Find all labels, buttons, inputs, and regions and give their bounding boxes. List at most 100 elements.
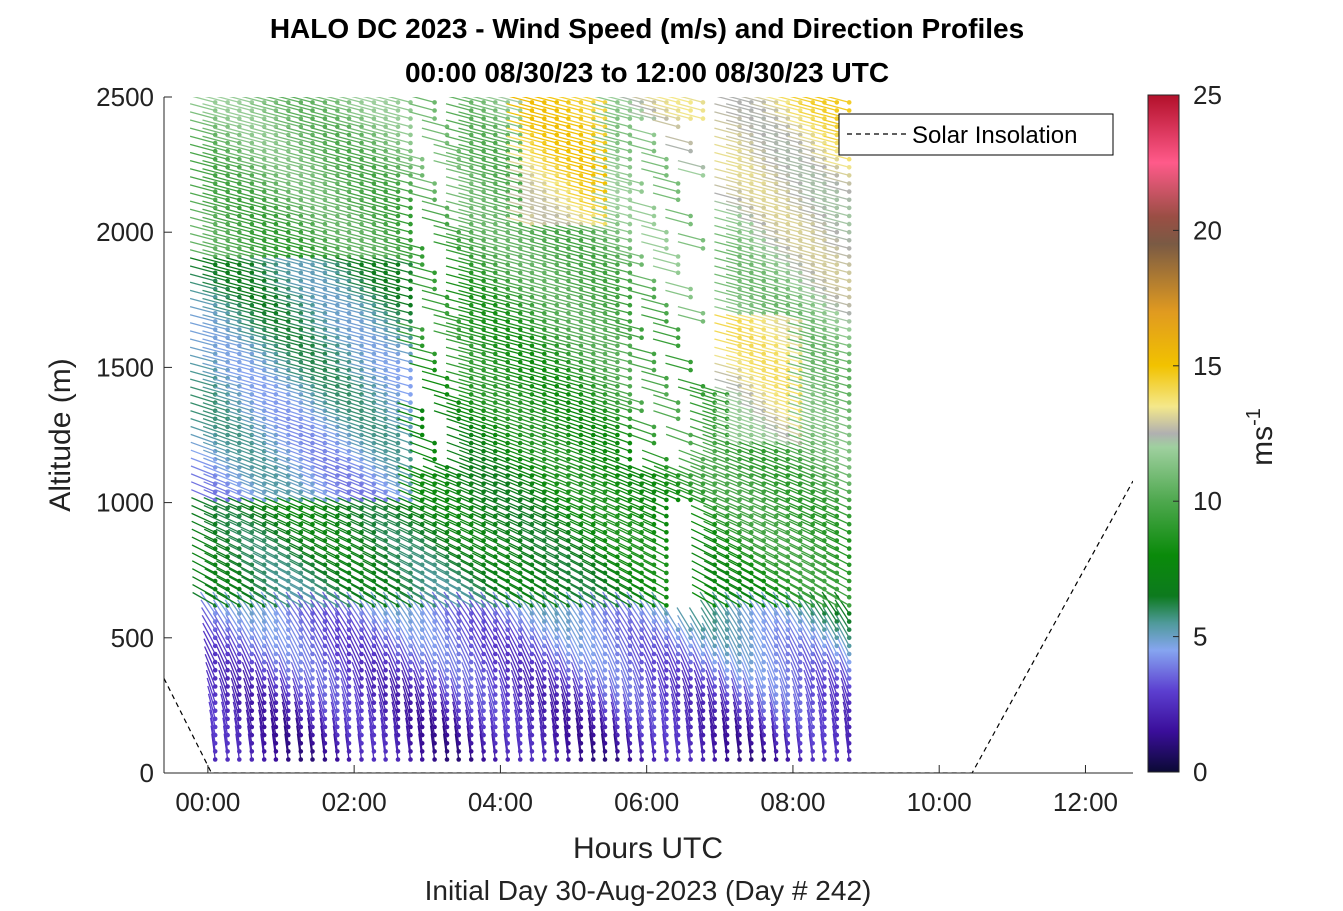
wind-barb-point bbox=[542, 465, 547, 470]
wind-barb-point bbox=[212, 465, 218, 470]
wind-barb bbox=[385, 441, 411, 452]
wind-barb-point bbox=[261, 724, 267, 730]
wind-barb-point bbox=[395, 148, 401, 154]
wind-barb-point bbox=[249, 319, 255, 324]
wind-barb bbox=[252, 536, 277, 550]
wind-barb bbox=[264, 638, 277, 663]
wind-barb-point bbox=[468, 165, 474, 170]
wind-barb bbox=[226, 249, 252, 258]
wind-barb-point bbox=[408, 213, 413, 219]
wind-barb bbox=[226, 241, 252, 250]
wind-barb-point bbox=[383, 651, 388, 657]
wind-barb bbox=[445, 257, 472, 266]
wind-barb bbox=[214, 184, 240, 193]
wind-barb-point bbox=[261, 108, 267, 113]
wind-barb bbox=[190, 457, 216, 469]
wind-barb bbox=[226, 273, 252, 282]
wind-barb bbox=[349, 497, 375, 509]
wind-barb bbox=[215, 552, 240, 566]
wind-barb-point bbox=[261, 676, 267, 681]
wind-barb bbox=[275, 111, 301, 120]
wind-barb-point bbox=[310, 400, 315, 405]
wind-barb-point bbox=[371, 262, 377, 267]
wind-barb bbox=[360, 176, 386, 185]
wind-barb-point bbox=[432, 351, 437, 357]
wind-barb bbox=[354, 693, 363, 720]
wind-barb-point bbox=[456, 757, 462, 762]
wind-barb bbox=[336, 265, 362, 274]
wind-barb-point bbox=[395, 757, 401, 762]
wind-barb bbox=[263, 457, 289, 469]
wind-barb bbox=[443, 591, 460, 614]
wind-barb-point bbox=[310, 505, 315, 511]
wind-barb-point bbox=[298, 238, 304, 243]
wind-barb bbox=[224, 591, 240, 614]
wind-barb-point bbox=[395, 335, 401, 341]
wind-barb bbox=[470, 216, 496, 225]
wind-barb bbox=[250, 241, 277, 250]
wind-barb bbox=[250, 354, 277, 363]
wind-barb bbox=[239, 630, 253, 655]
wind-barb-point bbox=[444, 513, 450, 519]
wind-barb-point bbox=[310, 708, 315, 714]
wind-barb bbox=[239, 425, 265, 436]
wind-barb bbox=[252, 560, 277, 574]
wind-barb bbox=[411, 536, 435, 550]
wind-barb-point bbox=[529, 659, 535, 665]
wind-barb bbox=[445, 151, 472, 160]
wind-barb-point bbox=[212, 505, 218, 511]
wind-barb bbox=[299, 135, 326, 144]
wind-barb-point bbox=[212, 278, 218, 284]
wind-barb bbox=[450, 677, 460, 703]
wind-barb-point bbox=[468, 205, 474, 211]
wind-barb bbox=[362, 536, 386, 550]
wind-barb-point bbox=[395, 741, 401, 746]
wind-barb-point bbox=[225, 700, 230, 705]
wind-barb bbox=[435, 591, 460, 606]
wind-barb bbox=[214, 257, 240, 266]
wind-barb bbox=[226, 378, 252, 387]
wind-barb-point bbox=[481, 197, 486, 203]
wind-barb bbox=[266, 669, 277, 695]
wind-barb bbox=[378, 701, 387, 728]
wind-barb-point bbox=[408, 205, 413, 211]
wind-barb-point bbox=[237, 416, 242, 422]
wind-barb bbox=[189, 322, 216, 331]
wind-barb-point bbox=[395, 684, 401, 689]
wind-barb bbox=[423, 646, 436, 671]
wind-barb-point bbox=[602, 757, 608, 762]
wind-barb-point bbox=[237, 708, 242, 714]
wind-barb bbox=[289, 97, 313, 104]
wind-barb bbox=[421, 386, 448, 396]
wind-barb-point bbox=[286, 221, 291, 227]
wind-barb bbox=[350, 646, 363, 671]
wind-barb bbox=[226, 192, 252, 201]
wind-barb bbox=[329, 685, 338, 711]
wind-barb-point bbox=[225, 302, 230, 308]
wind-barb bbox=[423, 568, 448, 582]
wind-barb bbox=[324, 630, 338, 655]
wind-barb bbox=[202, 176, 228, 185]
wind-barb bbox=[191, 528, 216, 542]
wind-barb bbox=[263, 168, 289, 177]
wind-barb bbox=[303, 677, 314, 703]
wind-barb bbox=[385, 630, 399, 655]
wind-barb-point bbox=[225, 229, 230, 235]
wind-barb bbox=[402, 685, 412, 711]
wind-barb-point bbox=[408, 521, 413, 527]
wind-barb bbox=[387, 552, 411, 566]
wind-barb-point bbox=[419, 254, 425, 259]
wind-barb-point bbox=[578, 700, 584, 705]
wind-barb bbox=[228, 568, 253, 582]
wind-barb-point bbox=[237, 497, 242, 503]
wind-barb bbox=[403, 701, 412, 728]
wind-barb bbox=[299, 200, 326, 209]
wind-barb bbox=[445, 135, 472, 144]
wind-barb bbox=[348, 338, 375, 347]
wind-barb-point bbox=[578, 692, 584, 697]
wind-barb bbox=[336, 249, 362, 258]
wind-barb bbox=[287, 378, 313, 387]
wind-barb-point bbox=[225, 521, 230, 527]
wind-barb bbox=[202, 305, 228, 314]
wind-barb-point bbox=[419, 156, 425, 162]
